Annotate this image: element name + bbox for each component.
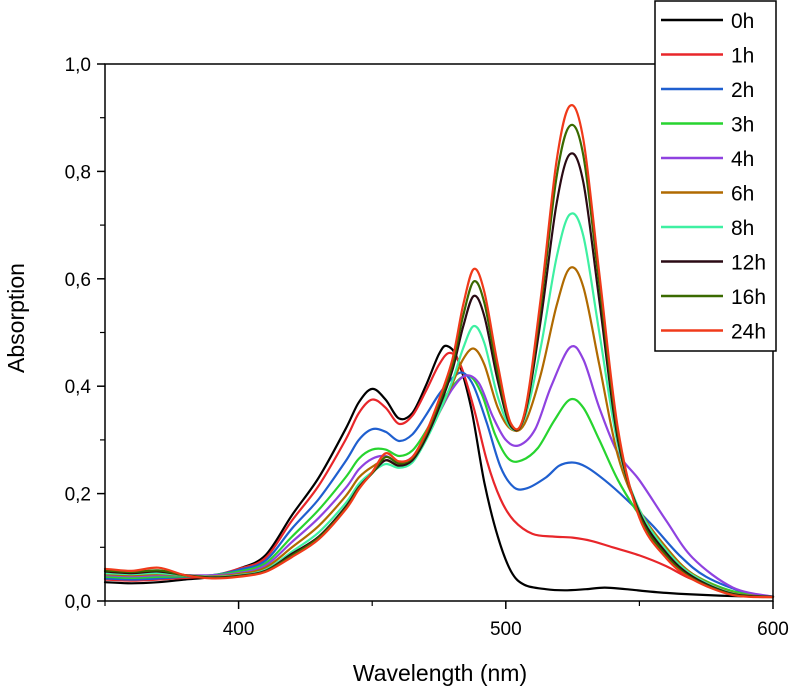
y-tick-label-0,4: 0,4 (65, 377, 92, 398)
legend-label-4h: 4h (731, 148, 754, 171)
legend-label-3h: 3h (731, 114, 754, 137)
y-tick-label-0,8: 0,8 (65, 162, 91, 183)
axes: 400 500 600 0,0 0,2 0,4 0,6 0,8 1,0 (65, 55, 789, 640)
legend-label-24h: 24h (731, 321, 766, 344)
plot-lines (103, 104, 775, 599)
x-tick-label-600: 600 (757, 619, 789, 640)
legend-label-0h: 0h (731, 10, 754, 33)
x-tick-label-400: 400 (223, 619, 255, 640)
legend-label-6h: 6h (731, 183, 754, 206)
legend-label-16h: 16h (731, 286, 766, 309)
y-tick-label-1,0: 1,0 (65, 55, 91, 76)
legend-frame (654, 0, 777, 352)
legend-label-1h: 1h (731, 45, 754, 68)
series-line-6h (103, 266, 775, 598)
x-axis-title: Wavelength (nm) (353, 660, 527, 686)
y-tick-label-0,2: 0,2 (65, 485, 91, 506)
x-tick-label-500: 500 (490, 619, 522, 640)
legend-label-8h: 8h (731, 217, 754, 240)
y-axis-title: Absorption (3, 263, 29, 373)
legend-label-2h: 2h (731, 79, 754, 102)
legend: 0h 1h 2h 3h 4h 6h 8h 12h 16h 24h (654, 0, 777, 352)
y-tick-label-0,0: 0,0 (65, 592, 91, 613)
y-tick-label-0,6: 0,6 (65, 270, 91, 291)
legend-label-12h: 12h (731, 252, 766, 275)
series-line-1h (103, 351, 775, 598)
series-line-24h (103, 104, 775, 599)
